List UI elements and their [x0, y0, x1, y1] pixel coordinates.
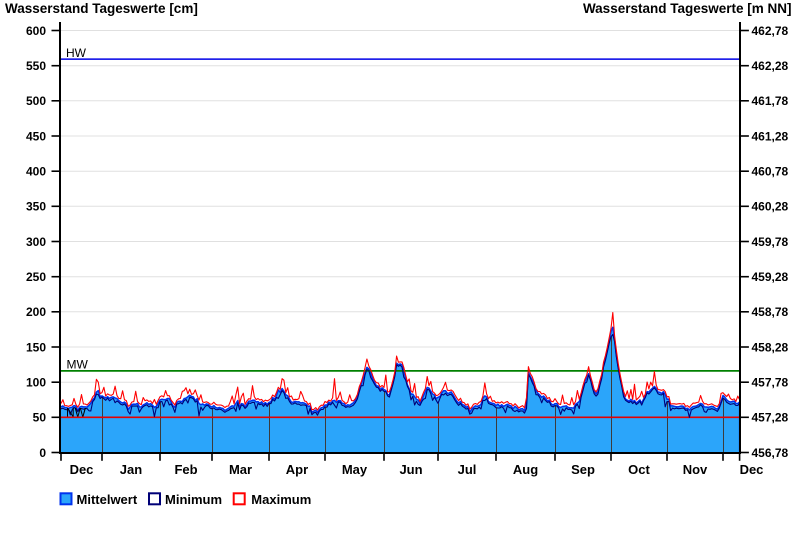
svg-text:461,78: 461,78 [752, 94, 789, 108]
svg-text:200: 200 [26, 305, 46, 319]
svg-text:250: 250 [26, 270, 46, 284]
svg-text:Minimum: Minimum [165, 492, 222, 507]
svg-text:460,28: 460,28 [752, 200, 789, 214]
svg-text:Mittelwert: Mittelwert [77, 492, 138, 507]
svg-text:Feb: Feb [174, 462, 197, 477]
svg-text:458,78: 458,78 [752, 305, 789, 319]
svg-text:Jun: Jun [399, 462, 422, 477]
svg-text:Nov: Nov [683, 462, 708, 477]
svg-text:NW: NW [66, 406, 87, 420]
svg-text:MW: MW [67, 358, 89, 372]
svg-text:Wasserstand Tageswerte [m NN]: Wasserstand Tageswerte [m NN] [583, 1, 792, 16]
svg-text:Jul: Jul [458, 462, 477, 477]
svg-text:350: 350 [26, 200, 46, 214]
svg-text:462,28: 462,28 [752, 59, 789, 73]
svg-text:May: May [342, 462, 368, 477]
svg-text:Aug: Aug [513, 462, 538, 477]
svg-text:550: 550 [26, 59, 46, 73]
svg-text:457,28: 457,28 [752, 411, 789, 425]
svg-text:450: 450 [26, 129, 46, 143]
svg-text:600: 600 [26, 24, 46, 38]
svg-text:Sep: Sep [571, 462, 595, 477]
svg-text:457,78: 457,78 [752, 376, 789, 390]
svg-text:Wasserstand Tageswerte [cm]: Wasserstand Tageswerte [cm] [5, 1, 198, 16]
svg-text:459,78: 459,78 [752, 235, 789, 249]
svg-text:460,78: 460,78 [752, 165, 789, 179]
svg-text:300: 300 [26, 235, 46, 249]
svg-text:50: 50 [33, 411, 47, 425]
svg-text:Dec: Dec [740, 462, 764, 477]
svg-text:461,28: 461,28 [752, 129, 789, 143]
svg-text:456,78: 456,78 [752, 446, 789, 460]
svg-text:100: 100 [26, 376, 46, 390]
svg-text:Mar: Mar [229, 462, 252, 477]
svg-text:459,28: 459,28 [752, 270, 789, 284]
svg-text:Jan: Jan [120, 462, 142, 477]
svg-text:150: 150 [26, 340, 46, 354]
svg-text:400: 400 [26, 165, 46, 179]
svg-text:Apr: Apr [286, 462, 308, 477]
svg-text:0: 0 [39, 446, 46, 460]
svg-text:500: 500 [26, 94, 46, 108]
svg-text:Maximum: Maximum [251, 492, 311, 507]
svg-text:Oct: Oct [628, 462, 650, 477]
svg-text:462,78: 462,78 [752, 24, 789, 38]
svg-text:HW: HW [66, 46, 87, 60]
svg-text:458,28: 458,28 [752, 340, 789, 354]
svg-text:Dec: Dec [70, 462, 94, 477]
